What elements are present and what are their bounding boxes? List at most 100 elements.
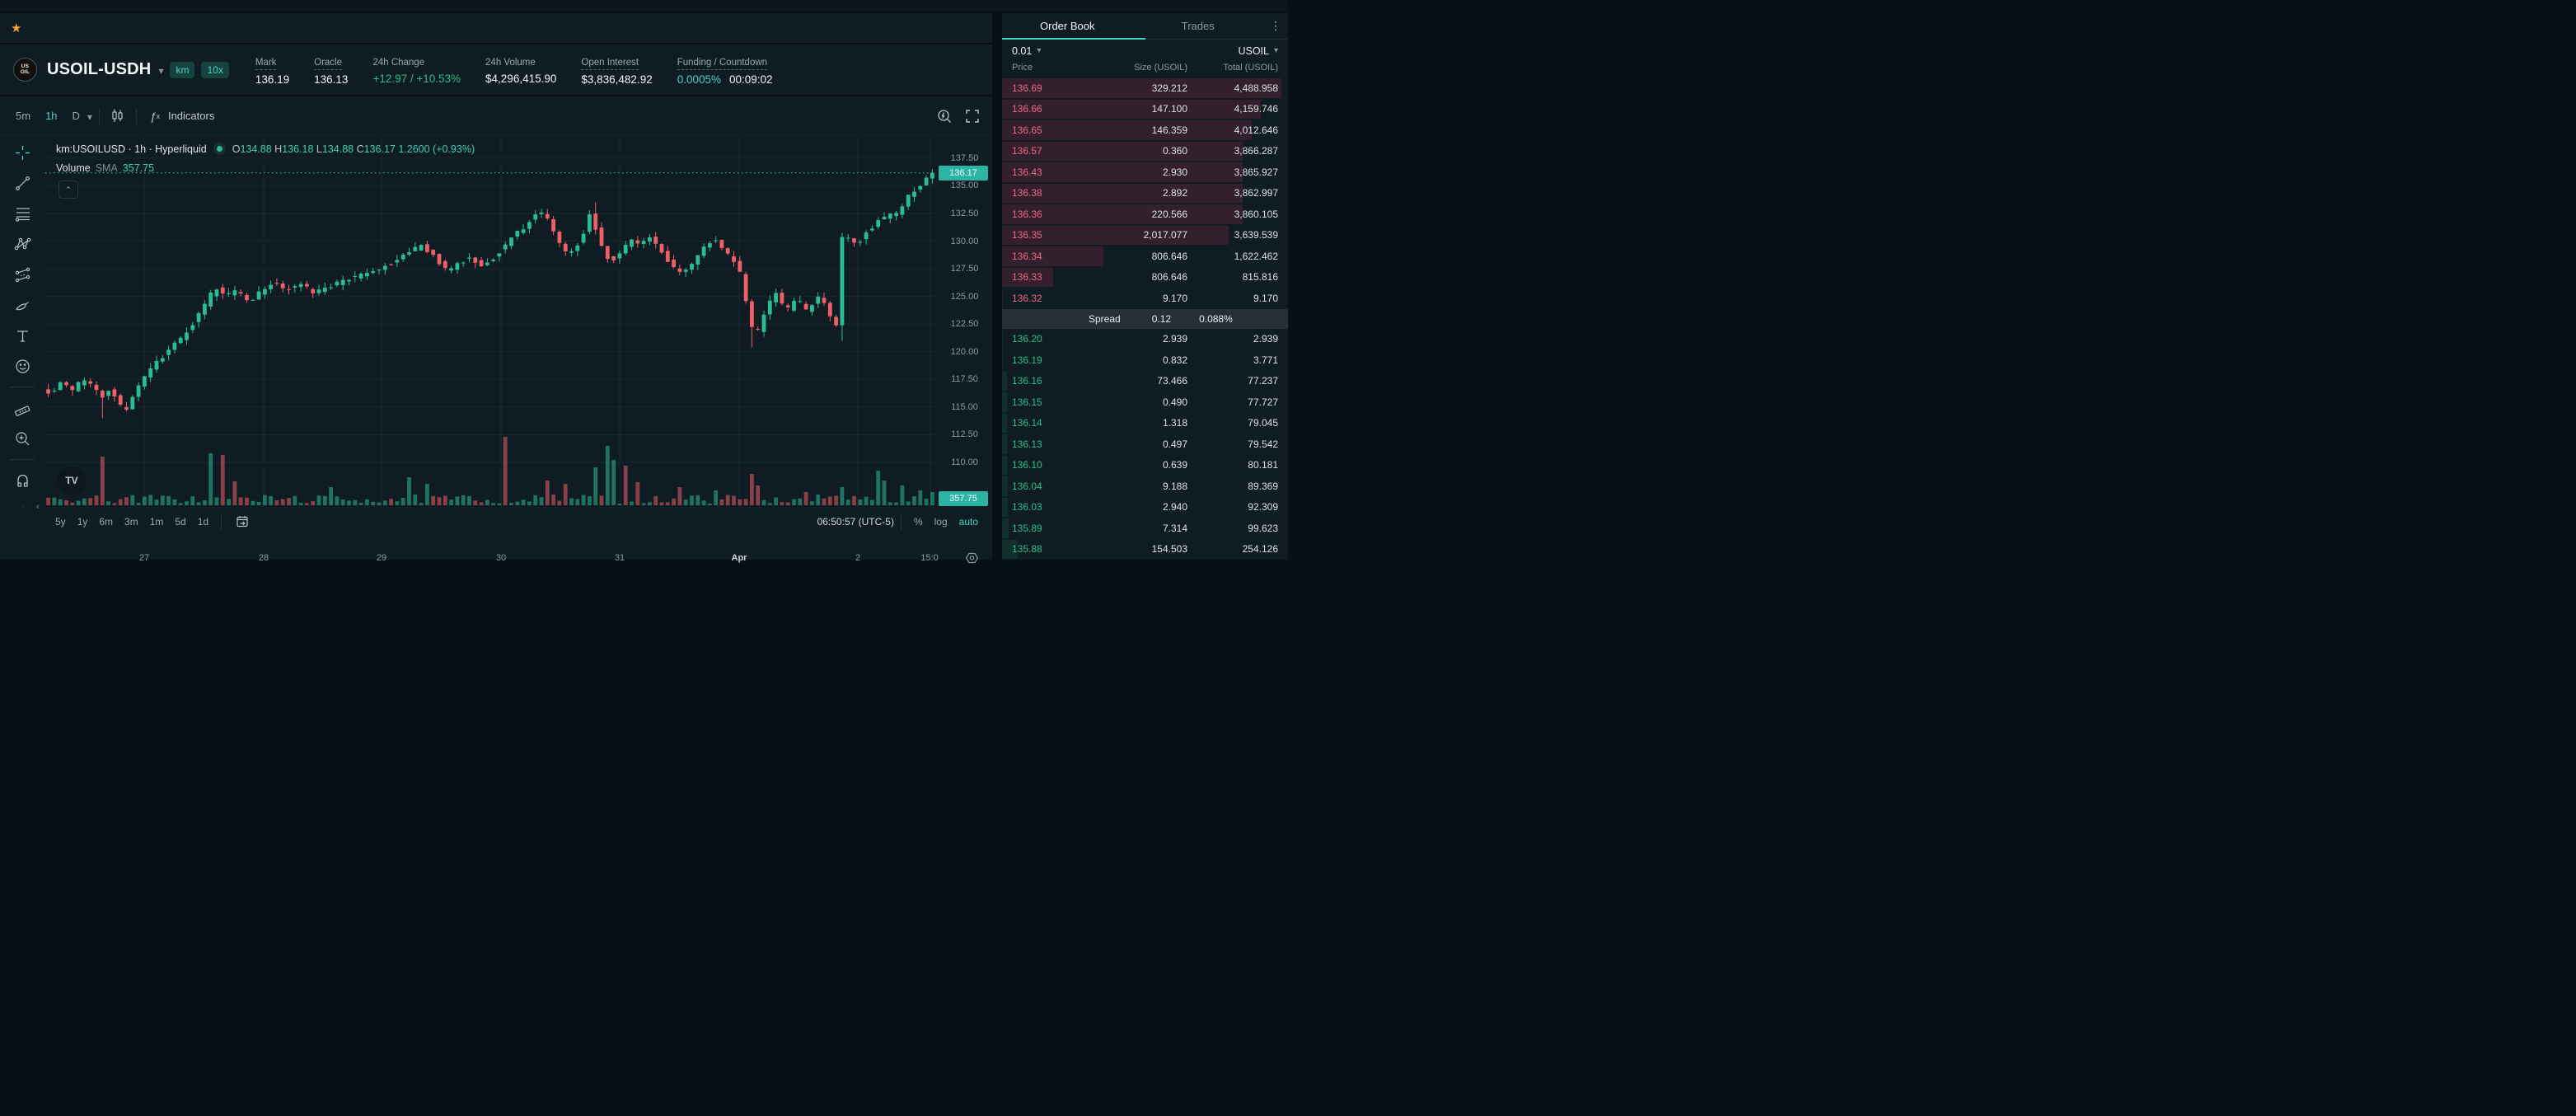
order-book-row-bid[interactable]: 136.13 0.497 79.542	[1002, 434, 1288, 455]
range-button-1d[interactable]: 1d	[197, 515, 209, 528]
axis-settings-icon[interactable]	[965, 552, 979, 564]
order-book-row-ask[interactable]: 136.43 2.930 3,865.927	[1002, 162, 1288, 183]
time-axis[interactable]: 27 28 29 30 31 Apr 2 15:0	[0, 546, 992, 572]
spread-row[interactable]: Spread 0.12 0.088%	[1002, 308, 1288, 329]
order-book-row-ask[interactable]: 136.57 0.360 3,866.287	[1002, 141, 1288, 162]
parallel-channel-icon[interactable]	[12, 265, 32, 284]
data-status-icon[interactable]	[213, 143, 226, 155]
interval-chevron-down-icon[interactable]: ▾	[87, 110, 92, 123]
stat-value: 0.0005% 00:09:02	[677, 73, 773, 86]
unit-select[interactable]: USOIL ▾	[1238, 45, 1278, 57]
badge-km: km	[170, 61, 195, 78]
order-book-row-ask[interactable]: 136.66 147.100 4,159.746	[1002, 99, 1288, 120]
legend-collapse-button[interactable]: ⌃	[59, 181, 78, 199]
chart-plot-area[interactable]	[0, 136, 935, 507]
legend-title[interactable]: km:USOILUSD · 1h · Hyperliquid	[56, 143, 207, 155]
size-cell: 9.188	[1162, 480, 1187, 492]
ruler-icon[interactable]	[12, 398, 32, 418]
toolbar-collapse-chevron[interactable]: ‹	[36, 502, 40, 512]
range-button-6m[interactable]: 6m	[99, 515, 114, 528]
goto-date-icon[interactable]	[235, 514, 250, 529]
candle-style-icon[interactable]	[106, 105, 129, 128]
tradingview-watermark[interactable]: TV	[58, 467, 86, 495]
symbol-chevron-down-icon[interactable]: ▾	[158, 65, 164, 77]
stat-mark: Mark 136.19	[255, 54, 289, 86]
xabcd-pattern-icon[interactable]	[12, 234, 32, 254]
chart-bottom-bar: 5y 1y 6m 3m 1m 5d 1d 06:50:57 (UTC-5) % log auto	[0, 507, 992, 535]
range-button-5d[interactable]: 5d	[175, 515, 186, 528]
tab-order-book[interactable]: Order Book	[1040, 19, 1095, 32]
size-cell: 2,017.077	[1143, 229, 1187, 241]
top-strip	[0, 0, 1288, 12]
volume-label[interactable]: Volume	[56, 162, 91, 174]
interval-button-1h[interactable]: 1h	[45, 110, 58, 122]
order-book-row-ask[interactable]: 136.34 806.646 1,622.462	[1002, 246, 1288, 267]
total-cell: 4,159.746	[1234, 103, 1278, 115]
interval-button-D[interactable]: D	[72, 110, 80, 122]
order-book-row-ask[interactable]: 136.33 806.646 815.816	[1002, 267, 1288, 288]
order-book-row-ask[interactable]: 136.65 146.359 4,012.646	[1002, 120, 1288, 141]
price-axis[interactable]: 137.50 135.00 132.50 130.00 127.50 125.00 122.…	[935, 136, 993, 507]
tab-trades[interactable]: Trades	[1181, 19, 1215, 32]
scale-button-auto[interactable]: auto	[958, 515, 978, 528]
depth-bar	[1002, 518, 1009, 538]
depth-bar	[1002, 120, 1253, 140]
kebab-menu-icon[interactable]: ⋮	[1270, 18, 1281, 32]
order-book-row-bid[interactable]: 136.19 0.832 3.771	[1002, 349, 1288, 371]
order-book-row-bid[interactable]: 136.03 2.940 92.309	[1002, 497, 1288, 518]
range-button-1y[interactable]: 1y	[77, 515, 88, 528]
order-book-row-bid[interactable]: 136.04 9.188 89.369	[1002, 476, 1288, 497]
range-button-1m[interactable]: 1m	[149, 515, 164, 528]
order-book-row-bid[interactable]: 135.89 7.314 99.623	[1002, 518, 1288, 539]
fib-retracement-icon[interactable]	[12, 204, 32, 223]
range-button-5y[interactable]: 5y	[55, 515, 66, 528]
price-cell: 136.35	[1012, 229, 1042, 241]
range-button-3m[interactable]: 3m	[124, 515, 138, 528]
price-cell: 136.13	[1012, 438, 1042, 450]
crosshair-icon[interactable]	[12, 143, 32, 162]
trend-line-icon[interactable]	[12, 173, 32, 193]
favorites-bar: ★	[0, 13, 992, 43]
total-cell: 3,866.287	[1234, 145, 1278, 157]
stat-24h-volume: 24h Volume $4,296,415.90	[485, 54, 556, 86]
favorite-star-icon[interactable]: ★	[11, 21, 22, 35]
depth-bar	[1002, 329, 1004, 349]
brush-icon[interactable]	[12, 295, 32, 315]
candlestick-chart[interactable]	[0, 136, 935, 507]
indicators-button[interactable]: Indicators	[167, 110, 215, 122]
clock-label[interactable]: 06:50:57 (UTC-5)	[817, 515, 894, 528]
price-cell: 136.38	[1012, 187, 1042, 199]
order-book-row-ask[interactable]: 136.69 329.212 4,488.958	[1002, 77, 1288, 99]
total-cell: 77.237	[1248, 375, 1278, 387]
scale-button-%[interactable]: %	[913, 515, 923, 528]
zoom-in-icon[interactable]	[12, 429, 32, 448]
order-book-row-bid[interactable]: 136.16 73.466 77.237	[1002, 371, 1288, 392]
tick-size-select[interactable]: 0.01 ▾	[1012, 45, 1041, 57]
order-book-row-bid[interactable]: 136.14 1.318 79.045	[1002, 413, 1288, 434]
fullscreen-icon[interactable]	[961, 105, 984, 128]
symbol-name[interactable]: USOIL-USDH	[47, 60, 152, 78]
size-cell: 147.100	[1151, 103, 1187, 115]
magnet-icon[interactable]	[12, 471, 32, 490]
order-book-row-bid[interactable]: 136.15 0.490 77.727	[1002, 392, 1288, 413]
col-size: Size (USOIL)	[1134, 63, 1187, 73]
text-icon[interactable]	[12, 326, 32, 345]
order-book-row-ask[interactable]: 136.36 220.566 3,860.105	[1002, 204, 1288, 225]
order-book-row-bid[interactable]: 135.88 154.503 254.126	[1002, 539, 1288, 560]
depth-bar	[1002, 392, 1007, 412]
order-book-row-bid[interactable]: 136.20 2.939 2.939	[1002, 329, 1288, 350]
order-book-row-ask[interactable]: 136.35 2,017.077 3,639.539	[1002, 225, 1288, 246]
depth-bar	[1002, 476, 1008, 496]
order-book-row-ask[interactable]: 136.38 2.892 3,862.997	[1002, 183, 1288, 204]
spread-percent: 0.088%	[1199, 312, 1233, 325]
total-cell: 9.170	[1253, 292, 1278, 304]
order-book-row-bid[interactable]: 136.10 0.639 80.181	[1002, 455, 1288, 476]
stat-label: 24h Volume	[485, 57, 536, 68]
order-book-row-ask[interactable]: 136.32 9.170 9.170	[1002, 288, 1288, 309]
interval-button-5m[interactable]: 5m	[16, 110, 31, 122]
quick-search-icon[interactable]	[933, 105, 956, 128]
stat-label: Funding / Countdown	[677, 58, 768, 70]
emoji-icon[interactable]	[12, 356, 32, 376]
scale-button-log[interactable]: log	[934, 515, 948, 528]
